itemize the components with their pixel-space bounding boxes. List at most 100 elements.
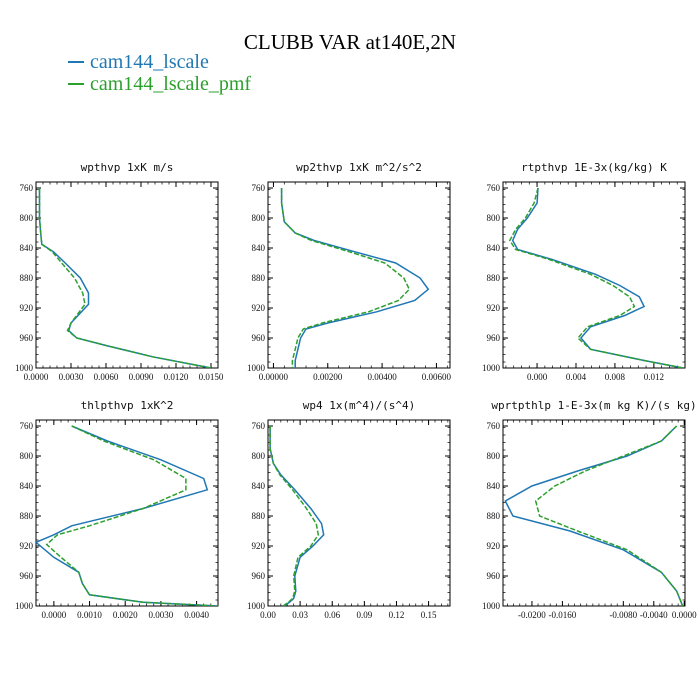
y-tick-label: 1000 <box>482 601 501 611</box>
series-line-lscale <box>504 425 684 606</box>
y-tick-label: 880 <box>252 273 266 283</box>
y-tick-label: 800 <box>20 451 34 461</box>
x-tick-label: 0.00 <box>260 610 276 620</box>
y-tick-label: 920 <box>20 541 34 551</box>
x-tick-label: 0.00000 <box>259 372 289 382</box>
y-tick-label: 1000 <box>247 601 266 611</box>
y-tick-label: 880 <box>20 511 34 521</box>
y-tick-label: 1000 <box>247 363 266 373</box>
y-tick-label: 880 <box>20 273 34 283</box>
plot-frame <box>502 181 686 369</box>
panel-6: wprtpthlp 1-E-3x(m kg K)/(s kg)-0.0200 -0… <box>482 399 697 620</box>
y-tick-label: 1000 <box>15 363 34 373</box>
y-tick-label: 880 <box>487 273 501 283</box>
x-tick-label: 0.0040 <box>184 610 209 620</box>
x-tick-label: 0.0020 <box>113 610 138 620</box>
series-line-lscale-pmf <box>534 425 684 606</box>
y-tick-label: 840 <box>487 243 501 253</box>
y-tick-label: 960 <box>252 571 266 581</box>
series-line-lscale <box>38 188 212 368</box>
y-tick-label: 960 <box>487 571 501 581</box>
series-line-lscale-pmf <box>45 425 218 606</box>
x-tick-label: 0.008 <box>605 372 626 382</box>
figure-title: CLUBB VAR at140E,2N <box>243 30 457 54</box>
y-tick-label: 800 <box>487 451 501 461</box>
panel-2: wp2thvp 1xK m^2/s^2 0.00000 0.00200 0.00400… <box>247 161 452 382</box>
x-tick-label: 0.09 <box>356 610 372 620</box>
panel-title: wpthvp 1xK m/s <box>81 161 174 174</box>
panel-title: rtpthvp 1E-3x(kg/kg) K <box>521 161 667 174</box>
x-tick-label: -0.0200 <box>518 610 546 620</box>
panel-3: rtpthvp 1E-3x(kg/kg) K 0.000 0.004 0.008 0.0… <box>482 161 686 382</box>
x-tick-label: 0.0150 <box>199 372 224 382</box>
y-tick-label: 880 <box>252 511 266 521</box>
series-line-lscale-pmf <box>508 187 684 368</box>
x-tick-label: 0.00200 <box>313 372 343 382</box>
legend-item-lscale-pmf: cam144_lscale_pmf <box>68 73 251 95</box>
legend-label-lscale: cam144_lscale <box>90 51 209 73</box>
legend-label-lscale-pmf: cam144_lscale_pmf <box>90 73 252 95</box>
x-tick-label: 0.004 <box>566 372 587 382</box>
y-tick-label: 760 <box>20 183 34 193</box>
x-tick-label: 0.012 <box>644 372 664 382</box>
y-tick-label: 800 <box>252 213 266 223</box>
series-line-lscale-pmf <box>280 188 411 368</box>
series-line-lscale <box>269 426 325 606</box>
y-tick-label: 880 <box>487 511 501 521</box>
x-tick-label: -0.0040 <box>640 610 668 620</box>
x-tick-label: 0.06 <box>324 610 340 620</box>
plot-frame <box>502 419 686 607</box>
y-tick-label: 800 <box>20 213 34 223</box>
y-tick-label: 920 <box>20 303 34 313</box>
y-tick-label: 960 <box>20 333 34 343</box>
y-tick-label: 800 <box>487 213 501 223</box>
legend-swatch-lscale <box>68 61 84 63</box>
x-tick-label: 0.0010 <box>77 610 102 620</box>
plot-frame <box>267 181 451 369</box>
plot-frame <box>35 419 219 607</box>
x-tick-label: 0.12 <box>389 610 405 620</box>
y-tick-label: 1000 <box>482 363 501 373</box>
y-tick-label: 920 <box>252 541 266 551</box>
series-line-lscale <box>280 188 430 368</box>
y-tick-label: 760 <box>252 421 266 431</box>
y-tick-label: 960 <box>20 571 34 581</box>
y-tick-label: 960 <box>252 333 266 343</box>
y-tick-label: 1000 <box>15 601 34 611</box>
plot-frame <box>267 419 451 607</box>
panel-1: wpthvp 1xK m/s 0.0000 0.0030 0.0060 0.0090 0.… <box>15 161 224 382</box>
y-tick-label: 760 <box>252 183 266 193</box>
y-tick-label: 920 <box>487 541 501 551</box>
series-line-lscale-pmf <box>38 188 212 368</box>
y-tick-label: 760 <box>487 421 501 431</box>
legend-item-lscale: cam144_lscale <box>68 51 251 73</box>
x-tick-label: 0.000 <box>527 372 548 382</box>
x-tick-label: -0.0160 <box>549 610 577 620</box>
legend: cam144_lscale cam144_lscale_pmf <box>68 51 251 95</box>
x-tick-label: 0.00400 <box>367 372 397 382</box>
x-tick-label: 0.15 <box>421 610 437 620</box>
y-tick-label: 840 <box>487 481 501 491</box>
y-tick-label: 840 <box>20 481 34 491</box>
x-tick-label: 0.0000 <box>672 610 697 620</box>
x-tick-label: 0.03 <box>292 610 308 620</box>
x-tick-label: 0.0120 <box>164 372 189 382</box>
y-tick-label: 960 <box>487 333 501 343</box>
legend-swatch-lscale-pmf <box>68 83 84 85</box>
y-tick-label: 840 <box>252 481 266 491</box>
panel-5: wp4 1x(m^4)/(s^4) 0.00 0.03 0.06 0.09 0.12 0.1… <box>247 399 451 620</box>
x-tick-label: 0.0030 <box>149 610 174 620</box>
y-tick-label: 760 <box>487 183 501 193</box>
x-tick-label: 0.0000 <box>24 372 49 382</box>
x-tick-label: 0.0030 <box>59 372 84 382</box>
panel-title: wp4 1x(m^4)/(s^4) <box>303 399 416 412</box>
series-line-lscale <box>511 187 684 368</box>
panel-title: wprtpthlp 1-E-3x(m kg K)/(s kg) <box>491 399 696 412</box>
panel-4: thlpthvp 1xK^2 0.0000 0.0010 0.0020 0.0030 0.… <box>15 399 219 620</box>
series-line-lscale <box>36 425 218 606</box>
y-tick-label: 920 <box>252 303 266 313</box>
y-tick-label: 840 <box>20 243 34 253</box>
y-tick-label: 840 <box>252 243 266 253</box>
series-line-lscale-pmf <box>269 426 320 606</box>
